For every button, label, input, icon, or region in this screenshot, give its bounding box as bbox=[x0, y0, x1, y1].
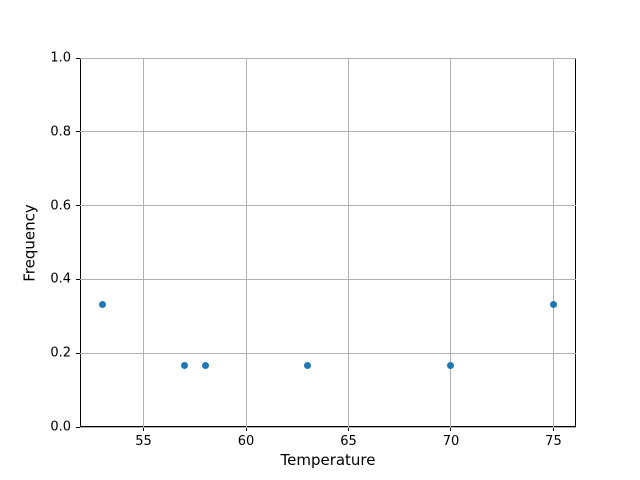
y-gridline bbox=[80, 426, 576, 428]
y-tick-label: 0.8 bbox=[50, 124, 71, 140]
data-point bbox=[99, 300, 107, 308]
x-gridline bbox=[245, 58, 247, 427]
y-tick-label: 1.0 bbox=[50, 50, 71, 66]
y-tick-mark bbox=[76, 278, 80, 280]
y-tick-mark bbox=[76, 205, 80, 207]
y-gridline bbox=[80, 278, 576, 280]
x-gridline bbox=[347, 58, 349, 427]
y-tick-mark bbox=[76, 352, 80, 354]
y-tick-mark bbox=[76, 131, 80, 133]
y-tick-label: 0.0 bbox=[50, 419, 71, 435]
x-tick-label: 60 bbox=[237, 434, 255, 449]
data-point bbox=[549, 300, 557, 308]
x-tick-label: 70 bbox=[442, 434, 460, 449]
y-axis-label: Frequency bbox=[20, 203, 39, 282]
y-gridline bbox=[80, 205, 576, 207]
y-tick-mark bbox=[76, 57, 80, 59]
y-gridline bbox=[80, 352, 576, 354]
x-gridline bbox=[143, 58, 145, 427]
x-gridline bbox=[552, 58, 554, 427]
y-tick-label: 0.6 bbox=[50, 198, 71, 214]
x-tick-mark bbox=[450, 427, 452, 431]
x-tick-label: 75 bbox=[545, 434, 562, 449]
x-tick-label: 65 bbox=[340, 434, 357, 449]
data-point bbox=[447, 361, 455, 369]
y-tick-label: 0.2 bbox=[50, 345, 71, 361]
x-tick-label: 55 bbox=[135, 434, 152, 449]
y-tick-label: 0.4 bbox=[50, 271, 71, 287]
y-tick-mark bbox=[76, 426, 80, 428]
plot-area bbox=[80, 58, 576, 427]
x-axis-label: Temperature bbox=[280, 451, 376, 469]
x-tick-mark bbox=[347, 427, 349, 431]
x-tick-mark bbox=[552, 427, 554, 431]
x-gridline bbox=[450, 58, 452, 427]
data-point bbox=[181, 361, 189, 369]
x-tick-mark bbox=[143, 427, 145, 431]
y-gridline bbox=[80, 131, 576, 133]
y-gridline bbox=[80, 57, 576, 59]
x-tick-mark bbox=[245, 427, 247, 431]
data-point bbox=[304, 361, 311, 369]
data-point bbox=[201, 361, 209, 369]
